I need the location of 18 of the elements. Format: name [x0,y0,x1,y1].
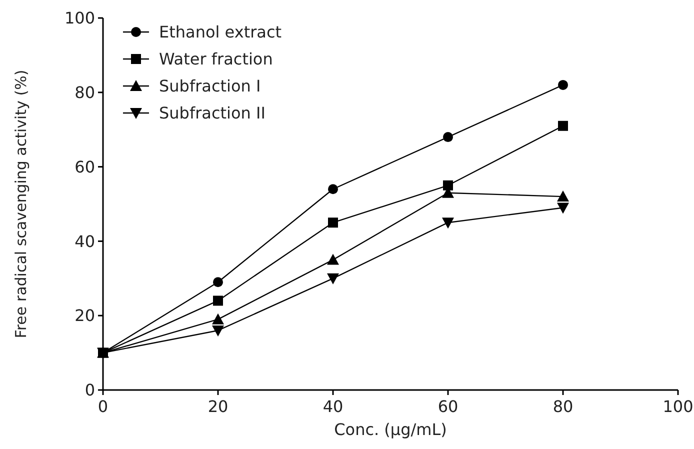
x-tick-label: 80 [552,397,574,416]
x-tick-label: 20 [208,397,228,416]
y-tick-label: 40 [74,232,95,251]
legend-label: Water fraction [159,50,273,69]
y-tick-label: 80 [74,83,95,102]
legend-label: Ethanol extract [159,22,282,42]
x-tick-label: 0 [98,397,108,416]
x-axis-title: Conc. (µg/mL) [334,420,447,439]
x-tick-label: 40 [322,397,344,416]
y-tick-label: 20 [74,306,95,326]
y-tick-label: 0 [84,380,95,400]
y-tick-label: 60 [74,157,95,176]
y-axis-title: Free radical scavenging activity (%) [12,70,30,338]
y-tick-label: 100 [64,8,95,28]
legend-label: Subfraction I [159,76,261,96]
x-tick-label: 100 [662,397,694,416]
x-tick-label: 60 [438,397,458,416]
legend-label: Subfraction II [159,104,266,123]
